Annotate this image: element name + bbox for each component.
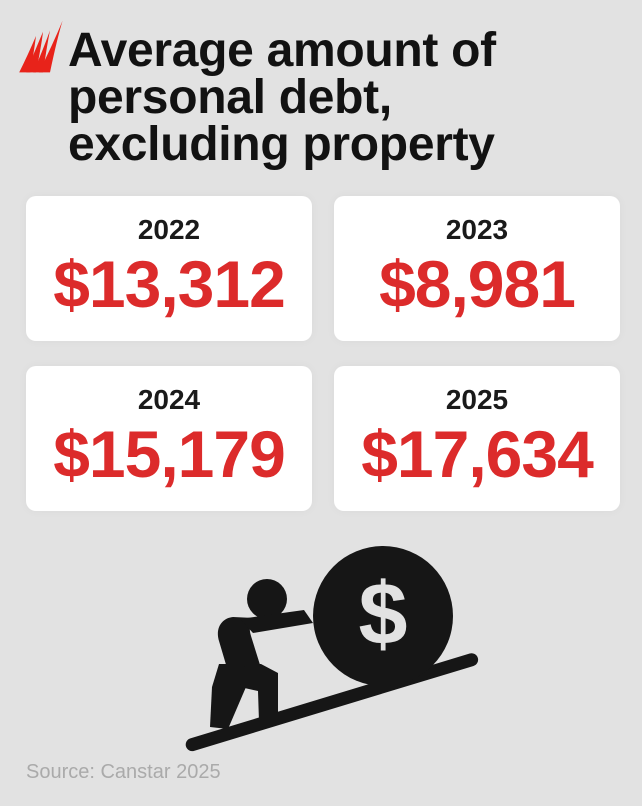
svg-text:$: $ <box>359 564 408 663</box>
